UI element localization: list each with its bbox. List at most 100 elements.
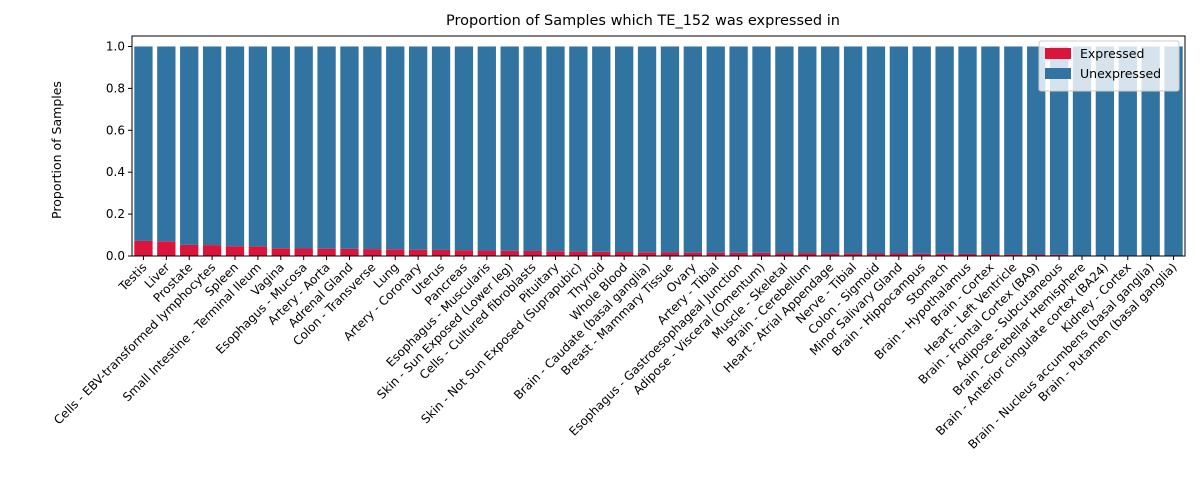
bar-unexpressed-brain-anterior-cingulate-cortex-ba24 [1095,46,1115,257]
bar-unexpressed-thyroid [592,46,611,252]
bar-expressed-prostate [180,244,199,256]
bar-expressed-esophagus-muscularis [477,250,496,256]
bar-unexpressed-pituitary [546,46,565,252]
y-tick-label: 0.8 [106,81,125,95]
bar-unexpressed-adipose-subcutaneous [1049,46,1069,255]
bar-expressed-whole-blood [615,252,634,256]
bar-unexpressed-ovary [683,46,702,253]
legend: Expressed Unexpressed [1038,40,1180,92]
bar-unexpressed-whole-blood [615,46,634,253]
bar-unexpressed-testis [134,46,153,241]
bar-expressed-artery-coronary [408,249,428,256]
y-tick-label: 0.6 [106,123,125,137]
bar-unexpressed-breast-mammary-tissue [660,46,680,253]
chart-title: Proportion of Samples which TE_152 was e… [446,13,840,29]
bar-unexpressed-muscle-skeletal [775,46,794,254]
bars-group [134,46,1183,257]
bar-unexpressed-brain-hippocampus [912,46,931,254]
bar-unexpressed-brain-nucleus-accumbens-basal-ganglia [1141,46,1160,257]
bar-expressed-cells-ebv-transformed-lymphocytes [202,245,222,256]
bar-expressed-brain-caudate-basal-ganglia [637,252,657,256]
bar-expressed-skin-not-sun-exposed-suprapubic [569,251,588,256]
legend-frame [1038,40,1180,92]
bar-expressed-testis [134,240,153,256]
bar-unexpressed-colon-sigmoid [866,46,886,254]
bar-expressed-pituitary [546,251,565,256]
legend-swatch-expressed [1045,48,1071,59]
bar-expressed-stomach [935,253,954,256]
bar-unexpressed-kidney-cortex [1118,46,1137,257]
bar-unexpressed-cells-ebv-transformed-lymphocytes [202,46,222,246]
x-tick-label: Cells - EBV-transformed lymphocytes [51,260,218,427]
bar-expressed-ovary [683,252,702,256]
bar-expressed-adipose-visceral-omentum [752,252,771,256]
bar-unexpressed-lung [386,46,405,250]
bar-unexpressed-cells-cultured-fibroblasts [523,46,542,251]
bar-unexpressed-brain-putamen-basal-ganglia [1164,46,1183,257]
y-tick-label: 1.0 [106,39,125,53]
bar-unexpressed-artery-coronary [408,46,428,250]
bar-expressed-lung [386,249,405,256]
bar-unexpressed-heart-left-ventricle [1004,46,1023,255]
bar-unexpressed-brain-cerebellar-hemisphere [1072,46,1092,257]
bar-unexpressed-spleen [225,46,245,247]
legend-label-expressed: Expressed [1080,46,1144,61]
bar-unexpressed-brain-frontal-cortex-ba9 [1027,46,1046,255]
bar-expressed-breast-mammary-tissue [660,252,680,256]
bar-expressed-pancreas [454,250,474,256]
bar-expressed-vagina [271,248,290,256]
bar-expressed-thyroid [592,251,611,256]
bar-expressed-heart-left-ventricle [1004,254,1023,256]
y-tick-label: 0.0 [106,249,125,263]
bar-expressed-esophagus-mucosa [294,248,313,256]
bar-expressed-artery-tibial [706,252,725,256]
legend-swatch-unexpressed [1045,68,1071,79]
bar-expressed-brain-cerebellum [798,253,817,256]
bar-expressed-spleen [225,246,245,256]
bar-expressed-liver [157,241,176,256]
bar-unexpressed-small-intestine-terminal-ileum [248,46,268,247]
y-tick-label: 0.4 [106,165,125,179]
bar-expressed-small-intestine-terminal-ileum [248,246,268,256]
bar-unexpressed-artery-aorta [317,46,336,249]
bar-expressed-brain-hypothalamus [958,253,977,256]
bar-expressed-nerve-tibial [843,253,863,256]
bar-unexpressed-colon-transverse [363,46,382,250]
bar-unexpressed-adrenal-gland [340,46,359,249]
bar-unexpressed-pancreas [454,46,474,251]
bar-unexpressed-prostate [180,46,199,245]
bar-unexpressed-stomach [935,46,954,254]
bar-expressed-heart-atrial-appendage [821,253,840,256]
bar-expressed-colon-transverse [363,249,382,256]
bar-unexpressed-brain-cerebellum [798,46,817,254]
bar-expressed-brain-hippocampus [912,253,931,256]
bar-expressed-artery-aorta [317,248,336,256]
bar-unexpressed-esophagus-muscularis [477,46,496,251]
bar-unexpressed-brain-cortex [981,46,1000,255]
bar-unexpressed-adipose-visceral-omentum [752,46,771,253]
bar-unexpressed-brain-hypothalamus [958,46,977,254]
bar-expressed-adrenal-gland [340,248,359,256]
bar-unexpressed-skin-not-sun-exposed-suprapubic [569,46,588,252]
bar-expressed-minor-salivary-gland [889,253,909,256]
bar-expressed-brain-frontal-cortex-ba9 [1027,254,1046,256]
bar-expressed-cells-cultured-fibroblasts [523,250,542,256]
bar-unexpressed-skin-sun-exposed-lower-leg [500,46,519,251]
y-axis-label: Proportion of Samples [49,81,64,219]
bar-unexpressed-nerve-tibial [843,46,863,254]
bar-expressed-esophagus-gastroesophageal-junction [729,252,748,256]
bar-unexpressed-brain-caudate-basal-ganglia [637,46,657,253]
bar-expressed-muscle-skeletal [775,253,794,256]
legend-label-unexpressed: Unexpressed [1080,66,1161,81]
bar-expressed-adipose-subcutaneous [1049,254,1069,256]
bar-unexpressed-minor-salivary-gland [889,46,909,254]
y-tick-label: 0.2 [106,207,125,221]
bar-unexpressed-esophagus-mucosa [294,46,313,249]
bar-unexpressed-heart-atrial-appendage [821,46,840,254]
bar-unexpressed-artery-tibial [706,46,725,253]
bar-unexpressed-esophagus-gastroesophageal-junction [729,46,748,253]
bar-expressed-uterus [431,249,451,256]
bar-unexpressed-liver [157,46,176,242]
bar-unexpressed-vagina [271,46,290,249]
